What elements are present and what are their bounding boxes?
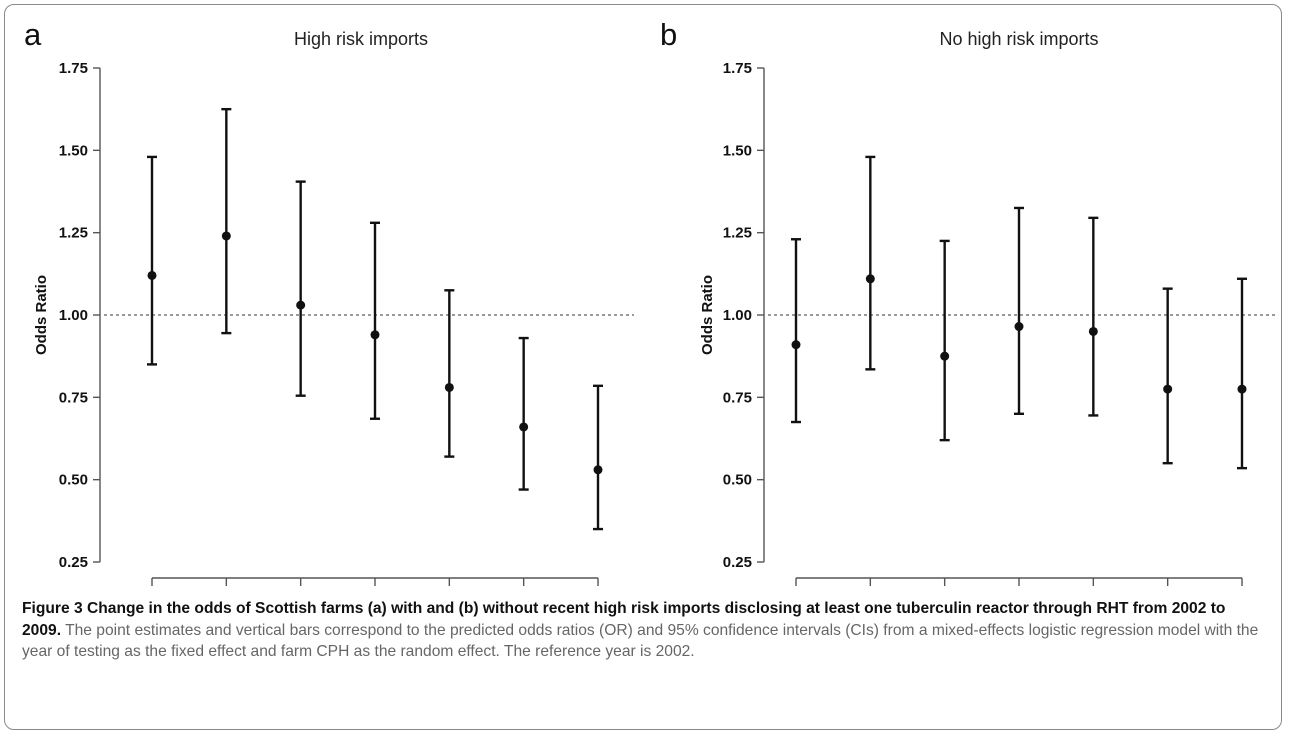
- point-estimate: [1088, 326, 1098, 336]
- y-tick-label: 1.25: [723, 225, 752, 242]
- panel-letter: b: [660, 17, 677, 52]
- point-estimate: [593, 465, 603, 475]
- point-estimate: [444, 382, 454, 392]
- y-tick-label: 0.75: [723, 389, 752, 406]
- figure-frame: [4, 4, 1282, 730]
- caption-title: Figure 3 Change in the odds of Scottish …: [22, 600, 1226, 639]
- y-tick-label: 0.25: [59, 554, 88, 571]
- point-estimate: [519, 422, 529, 432]
- y-tick-label: 1.50: [723, 142, 752, 159]
- panel-b: b No high risk imports 0.25 0.50 0.75 1.00 1.2…: [660, 17, 1278, 586]
- y-tick-label: 0.25: [723, 554, 752, 571]
- caption-body: The point estimates and vertical bars co…: [22, 621, 1259, 661]
- panel-title: No high risk imports: [939, 29, 1098, 49]
- y-tick-label: 1.75: [59, 60, 88, 77]
- point-estimate: [296, 300, 306, 310]
- y-tick-label: 1.75: [723, 60, 752, 77]
- figure-caption: Figure 3 Change in the odds of Scottish …: [22, 598, 1267, 663]
- point-estimate: [147, 270, 157, 280]
- y-tick-label: 0.50: [59, 472, 88, 489]
- point-estimate: [1014, 322, 1024, 332]
- point-estimate: [791, 340, 801, 350]
- point-estimate: [221, 231, 231, 241]
- y-tick-label: 0.50: [723, 472, 752, 489]
- y-axis-title: Odds Ratio: [33, 275, 50, 355]
- y-tick-label: 1.50: [59, 142, 88, 159]
- point-estimate: [1237, 384, 1247, 394]
- panel-title: High risk imports: [294, 29, 428, 49]
- y-tick-label: 0.75: [59, 389, 88, 406]
- y-tick-label: 1.00: [723, 307, 752, 324]
- point-estimate: [1163, 384, 1173, 394]
- y-tick-label: 1.25: [59, 225, 88, 242]
- y-tick-label: 1.00: [59, 307, 88, 324]
- figure-charts: a High risk imports 0.25 0.50 0.75 1.00 1.25 1.…: [24, 17, 1278, 586]
- panel-letter: a: [24, 17, 42, 52]
- point-estimate: [370, 330, 380, 340]
- panel-a: a High risk imports 0.25 0.50 0.75 1.00 1.25 1.…: [24, 17, 634, 586]
- y-axis-title: Odds Ratio: [699, 275, 716, 355]
- point-estimate: [865, 274, 875, 284]
- point-estimate: [940, 351, 950, 361]
